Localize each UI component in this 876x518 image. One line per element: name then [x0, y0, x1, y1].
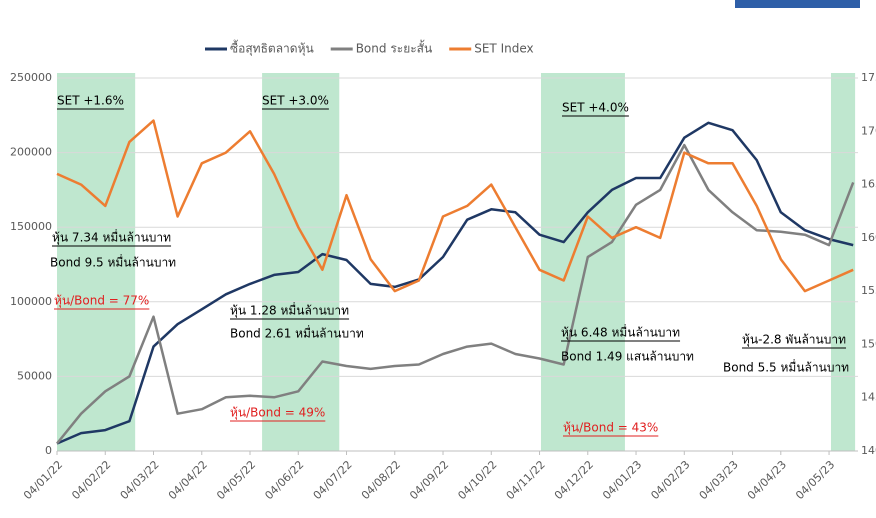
x-tick-label: 04/08/22: [359, 458, 403, 502]
y-tick-label: 250000: [10, 71, 52, 84]
x-tick-label: 04/01/23: [600, 458, 644, 502]
annotation: หุ้น/Bond = 77%: [54, 294, 149, 309]
annotation: หุ้น-2.8 พันล้านบาท: [742, 333, 846, 348]
y2-tick-label: 155: [861, 284, 876, 297]
legend-label: ซื้อสุทธิตลาดหุ้น: [230, 40, 314, 57]
x-tick-label: 04/09/22: [407, 458, 451, 502]
y2-tick-label: 175: [861, 71, 876, 84]
shaded-period: [830, 73, 856, 451]
x-tick-label: 04/02/23: [648, 458, 692, 502]
annotation: หุ้น 7.34 หมื่นล้านบาท: [52, 229, 171, 246]
x-tick-label: 04/11/22: [504, 458, 548, 502]
x-tick-label: 04/03/23: [697, 458, 741, 502]
x-tick-label: 04/04/22: [166, 458, 210, 502]
x-tick-label: 04/04/23: [745, 458, 789, 502]
x-tick-label: 04/01/22: [21, 458, 65, 502]
y2-tick-label: 165: [861, 178, 876, 191]
series-line: [56, 119, 854, 293]
legend-label: SET Index: [474, 42, 533, 56]
annotation: Bond 1.49 แสนล้านบาท: [561, 350, 694, 364]
shaded-period: [540, 73, 625, 451]
x-tick-label: 04/12/22: [552, 458, 596, 502]
annotation: หุ้น/Bond = 49%: [230, 406, 325, 421]
annotation: SET +1.6%: [57, 94, 124, 108]
annotation: Bond 2.61 หมื่นล้านบาท: [230, 325, 364, 341]
y2-tick-label: 145: [861, 391, 876, 404]
annotation: หุ้น/Bond = 43%: [563, 421, 658, 436]
y2-tick-label: 150: [861, 337, 876, 350]
y2-tick-label: 170: [861, 124, 876, 137]
y-tick-label: 150000: [10, 220, 52, 233]
y-tick-label: 0: [45, 444, 52, 457]
x-tick-label: 04/06/22: [262, 458, 306, 502]
shaded-period: [262, 73, 340, 451]
x-tick-label: 04/03/22: [118, 458, 162, 502]
series-line: [56, 143, 855, 445]
x-tick-label: 04/07/22: [311, 458, 355, 502]
annotation: หุ้น 1.28 หมื่นล้านบาท: [230, 302, 349, 319]
shaded-period: [57, 73, 136, 451]
x-tick-label: 04/05/22: [214, 458, 258, 502]
y2-tick-label: 160: [861, 231, 876, 244]
y-tick-label: 200000: [10, 146, 52, 159]
series-line: [56, 121, 854, 445]
annotation: หุ้น 6.48 หมื่นล้านบาท: [561, 324, 680, 341]
header-fragment: [735, 0, 860, 8]
y-tick-label: 50000: [17, 369, 52, 382]
annotation: Bond 5.5 หมื่นล้านบาท: [723, 359, 849, 375]
y-tick-label: 100000: [10, 295, 52, 308]
annotation: SET +4.0%: [562, 101, 629, 115]
x-tick-label: 04/02/22: [69, 458, 113, 502]
x-tick-label: 04/10/22: [455, 458, 499, 502]
annotation: Bond 9.5 หมื่นล้านบาท: [50, 254, 176, 270]
y2-tick-label: 140: [861, 444, 876, 457]
x-tick-label: 04/05/23: [793, 458, 837, 502]
annotation: SET +3.0%: [262, 94, 329, 108]
legend-label: Bond ระยะสั้น: [356, 40, 433, 56]
